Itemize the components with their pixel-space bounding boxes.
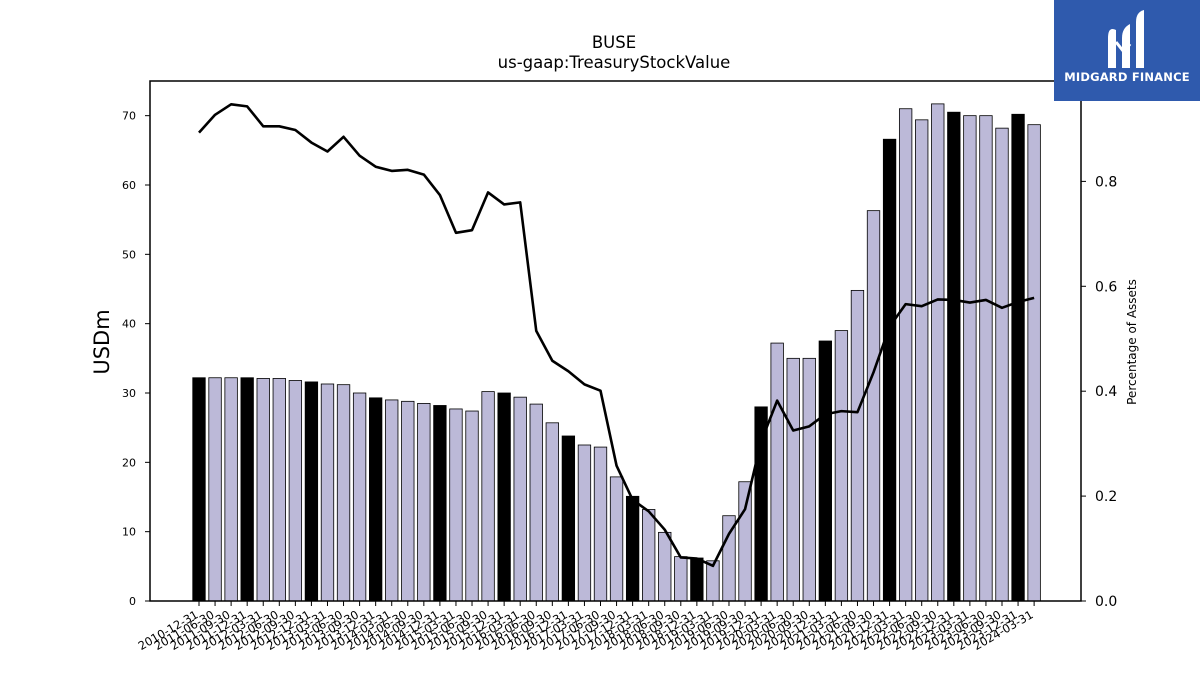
bar [304, 381, 319, 602]
y2-tick-label: 0.4 [1095, 384, 1117, 400]
bar [449, 408, 463, 602]
bar [320, 383, 335, 602]
bar [513, 396, 527, 602]
bar [738, 481, 752, 602]
bar [690, 557, 704, 602]
bar [1027, 124, 1041, 602]
chart-subtitle: us-gaap:TreasuryStockValue [498, 53, 731, 72]
bar [240, 377, 254, 602]
brand-logo: MIDGARD FINANCE [1054, 0, 1200, 101]
midgard-logo-icon [1108, 10, 1144, 68]
bar [593, 446, 608, 602]
bar [385, 399, 399, 602]
bar [947, 111, 961, 602]
bar [224, 377, 238, 602]
bar [256, 378, 270, 602]
bar [1011, 113, 1025, 602]
chart-title: BUSE [592, 33, 636, 52]
bar [674, 556, 688, 602]
bar [658, 531, 672, 602]
bar [497, 392, 511, 602]
series-line [198, 102, 1035, 568]
bar [915, 119, 929, 602]
y2-tick-label: 0.0 [1095, 594, 1117, 610]
bar [834, 330, 849, 602]
bar [818, 340, 832, 602]
logo-text: MIDGARD FINANCE [1064, 70, 1190, 84]
y-axis-label: USDm [90, 309, 114, 374]
bar [433, 405, 447, 602]
y2-tick-label: 0.6 [1095, 279, 1117, 295]
y-tick-label: 10 [122, 526, 136, 539]
plot-frame [149, 80, 1082, 602]
bar [272, 378, 286, 602]
bar [288, 380, 303, 602]
y2-tick-label: 0.2 [1095, 489, 1117, 505]
bar [465, 410, 479, 602]
y-tick-label: 40 [122, 318, 136, 331]
bar [577, 444, 592, 602]
bar [609, 476, 624, 602]
bar [369, 397, 383, 602]
bar [898, 108, 913, 602]
bar [545, 422, 559, 602]
bar [625, 495, 640, 602]
y2-axis-label: Percentage of Assets [1125, 279, 1139, 405]
bar [352, 392, 367, 602]
bar [995, 127, 1009, 602]
bar [336, 384, 351, 602]
y-tick-label: 20 [122, 456, 136, 469]
bar [979, 115, 993, 602]
y2-tick-label: 0.8 [1095, 174, 1117, 190]
bar [770, 342, 784, 602]
bar [866, 210, 881, 602]
bar [529, 403, 543, 602]
bar [417, 402, 431, 602]
bar [561, 435, 576, 602]
bar [192, 377, 206, 602]
bar [481, 391, 495, 602]
y-tick-label: 50 [122, 248, 136, 261]
y-tick-label: 0 [129, 595, 136, 608]
bar [931, 103, 945, 602]
y-tick-label: 30 [122, 387, 136, 400]
y-tick-label: 60 [122, 179, 136, 192]
bar [802, 357, 816, 602]
bar [850, 289, 865, 602]
bar [642, 509, 656, 602]
bar [401, 400, 415, 602]
bar [786, 357, 800, 602]
bar [754, 406, 768, 602]
bar [208, 377, 222, 602]
bar [963, 115, 977, 602]
bar [882, 138, 897, 602]
y-tick-label: 70 [122, 110, 136, 123]
